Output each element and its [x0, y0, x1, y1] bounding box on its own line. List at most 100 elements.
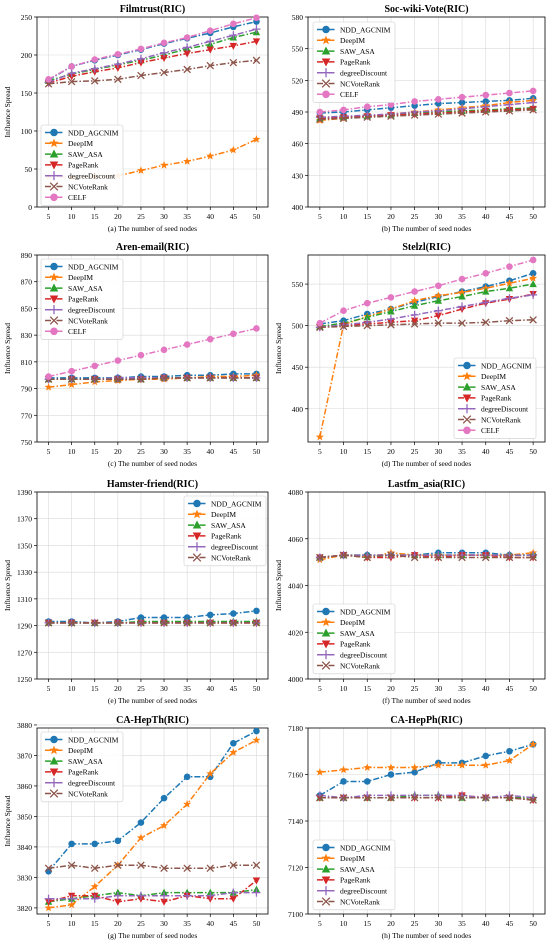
data-point-NCVoteRank — [387, 793, 395, 802]
chart-panel-2: 750 770 790 810 830 850 870 890 5 10 15 20 25 30 35 40 4… — [3, 242, 269, 468]
x-tick-label: 50 — [529, 919, 537, 928]
legend-marker — [49, 778, 59, 788]
chart-panel-6: 3820 3830 3840 3850 3860 3870 3880 5 10 15 20 25 30 3… — [3, 715, 269, 940]
data-point-NCVoteRank — [339, 114, 348, 123]
x-tick-label: 5 — [318, 684, 322, 693]
data-point-degreeDiscount — [67, 69, 76, 78]
x-tick-label: 20 — [387, 684, 395, 693]
legend-label: NCVoteRank — [68, 316, 108, 325]
x-axis-caption: (h) The number of seed nodes — [382, 931, 472, 940]
data-point-NCVoteRank — [529, 796, 537, 804]
data-point-degreeDiscount — [67, 894, 76, 903]
x-tick-label: 50 — [253, 212, 261, 221]
legend-marker — [49, 768, 59, 777]
legend-marker — [321, 617, 331, 627]
data-point-NDD_AGCNIM — [183, 773, 191, 781]
series-line-CELF — [48, 327, 257, 378]
legend-marker — [321, 886, 331, 896]
legend-box — [312, 21, 396, 103]
x-tick-label: 30 — [160, 447, 168, 456]
data-point-NCVoteRank — [252, 374, 261, 382]
legend-label: degreeDiscount — [68, 306, 116, 315]
data-point-CELF — [91, 362, 99, 370]
data-point-DeepIM — [410, 763, 419, 771]
data-point-NCVoteRank — [481, 553, 490, 562]
x-tick-label: 15 — [364, 447, 372, 456]
x-axis-caption: (d) The number of seed nodes — [382, 459, 472, 468]
series-line-SAW_ASA — [48, 888, 257, 903]
data-point-DeepIM — [136, 833, 145, 842]
data-point-NCVoteRank — [505, 793, 514, 802]
axes-frame — [36, 491, 269, 680]
data-point-degreeDiscount — [136, 891, 145, 900]
legend-label: NDD_AGCNIM — [340, 843, 391, 852]
data-point-NDD_AGCNIM — [137, 614, 145, 621]
y-tick-label: 430 — [292, 171, 304, 180]
data-point-NCVoteRank — [363, 553, 372, 562]
data-point-DeepIM — [315, 432, 324, 441]
data-point-NCVoteRank — [505, 107, 514, 115]
data-point-DeepIM — [229, 748, 238, 756]
series-line-NDD_AGCNIM — [319, 272, 534, 325]
x-tick-label: 50 — [253, 447, 261, 456]
x-tick-label: 40 — [482, 212, 490, 221]
x-tick-label: 5 — [318, 447, 322, 456]
data-point-degreeDiscount — [386, 314, 395, 323]
data-point-CELF — [68, 63, 75, 70]
data-point-SAW_ASA — [529, 280, 537, 288]
data-point-DeepIM — [481, 761, 490, 769]
data-point-degreeDiscount — [505, 294, 514, 303]
data-point-NDD_AGCNIM — [206, 611, 214, 619]
x-tick-label: 45 — [230, 919, 238, 928]
chart-title: Lastfm_asia(RIC) — [388, 479, 465, 490]
y-tick-label: 7160 — [288, 771, 303, 780]
legend-marker — [322, 843, 330, 852]
y-tick-label: 100 — [21, 127, 33, 136]
series-line-NDD_AGCNIM — [319, 97, 534, 114]
legend-marker — [321, 35, 331, 45]
x-tick-label: 30 — [160, 919, 168, 928]
x-tick-label: 5 — [47, 684, 51, 693]
data-point-NCVoteRank — [206, 61, 215, 70]
data-point-NCVoteRank — [160, 864, 168, 873]
data-point-NCVoteRank — [206, 619, 215, 627]
legend-label: degreeDiscount — [481, 405, 529, 414]
data-point-DeepIM — [44, 903, 53, 912]
data-point-NDD_AGCNIM — [482, 98, 490, 105]
legend-box — [40, 258, 124, 340]
data-point-NDD_AGCNIM — [363, 778, 371, 785]
y-tick-label: 4000 — [288, 675, 303, 684]
x-tick-label: 10 — [68, 447, 76, 456]
data-point-NCVoteRank — [160, 374, 168, 382]
data-point-degreeDiscount — [136, 373, 145, 382]
data-point-NCVoteRank — [458, 109, 466, 117]
data-point-NDD_AGCNIM — [411, 768, 418, 776]
y-tick-label: 200 — [21, 51, 33, 60]
data-point-NCVoteRank — [67, 375, 76, 383]
y-tick-label: 3870 — [17, 751, 32, 760]
data-point-CELF — [160, 346, 168, 354]
legend-marker — [192, 553, 202, 562]
data-point-NCVoteRank — [410, 553, 419, 562]
data-point-degreeDiscount — [458, 302, 467, 311]
x-tick-label: 45 — [506, 919, 514, 928]
data-point-CELF — [506, 89, 513, 97]
data-point-NCVoteRank — [316, 553, 324, 562]
legend-marker — [321, 640, 331, 649]
y-tick-label: 1330 — [17, 568, 32, 577]
data-point-degreeDiscount — [339, 320, 348, 329]
data-point-DeepIM — [458, 288, 467, 296]
data-point-DeepIM — [206, 151, 215, 160]
legend-marker — [321, 650, 331, 660]
y-tick-label: 4020 — [288, 628, 303, 637]
x-tick-label: 40 — [207, 212, 215, 221]
legend-label: NCVoteRank — [340, 897, 380, 906]
legend-marker — [192, 532, 202, 541]
data-point-PageRank — [114, 898, 122, 906]
legend-label: SAW_ASA — [68, 284, 103, 293]
data-point-CELF — [137, 45, 145, 53]
data-point-NCVoteRank — [481, 108, 490, 116]
data-point-NDD_AGCNIM — [114, 837, 122, 845]
data-point-degreeDiscount — [410, 310, 419, 319]
legend-label: PageRank — [68, 161, 99, 170]
